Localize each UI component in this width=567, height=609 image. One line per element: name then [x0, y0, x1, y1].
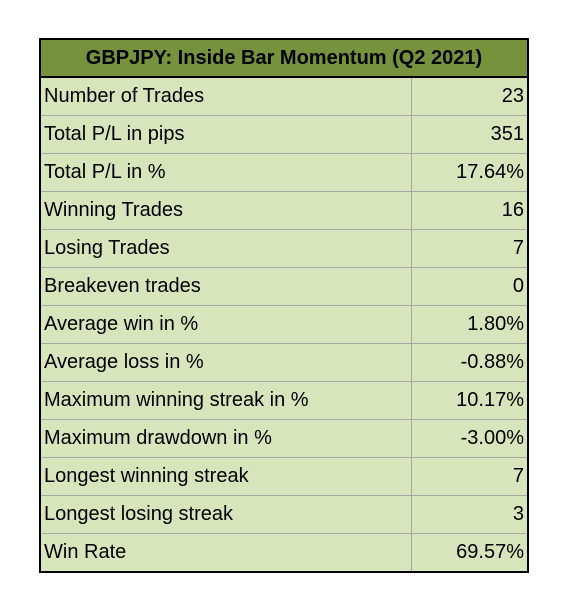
table-row: Breakeven trades 0 [39, 267, 529, 306]
row-label-win-rate: Win Rate [39, 533, 412, 573]
row-value-max-drawdown: -3.00% [410, 419, 529, 458]
table-row: Total P/L in pips 351 [39, 115, 529, 154]
stats-table: GBPJPY: Inside Bar Momentum (Q2 2021) Nu… [39, 38, 529, 573]
row-label-total-pl-percent: Total P/L in % [39, 153, 412, 192]
row-label-winning-trades: Winning Trades [39, 191, 412, 230]
table-row: Total P/L in % 17.64% [39, 153, 529, 192]
row-value-average-win: 1.80% [410, 305, 529, 344]
row-label-total-pl-pips: Total P/L in pips [39, 115, 412, 154]
row-value-max-winning-streak-percent: 10.17% [410, 381, 529, 420]
table-row: Win Rate 69.57% [39, 533, 529, 573]
row-value-average-loss: -0.88% [410, 343, 529, 382]
row-value-longest-winning-streak: 7 [410, 457, 529, 496]
row-label-longest-losing-streak: Longest losing streak [39, 495, 412, 534]
table-row: Longest winning streak 7 [39, 457, 529, 496]
table-row: Winning Trades 16 [39, 191, 529, 230]
row-label-max-winning-streak-percent: Maximum winning streak in % [39, 381, 412, 420]
row-label-average-win: Average win in % [39, 305, 412, 344]
row-value-number-of-trades: 23 [410, 76, 529, 116]
row-value-breakeven-trades: 0 [410, 267, 529, 306]
table-row: Average win in % 1.80% [39, 305, 529, 344]
row-label-losing-trades: Losing Trades [39, 229, 412, 268]
table-header-row: GBPJPY: Inside Bar Momentum (Q2 2021) [39, 38, 529, 78]
table-row: Longest losing streak 3 [39, 495, 529, 534]
row-label-breakeven-trades: Breakeven trades [39, 267, 412, 306]
table-title: GBPJPY: Inside Bar Momentum (Q2 2021) [39, 38, 529, 78]
row-label-number-of-trades: Number of Trades [39, 76, 412, 116]
row-value-losing-trades: 7 [410, 229, 529, 268]
row-value-total-pl-pips: 351 [410, 115, 529, 154]
row-label-max-drawdown: Maximum drawdown in % [39, 419, 412, 458]
row-value-longest-losing-streak: 3 [410, 495, 529, 534]
table-row: Average loss in % -0.88% [39, 343, 529, 382]
row-value-total-pl-percent: 17.64% [410, 153, 529, 192]
row-value-win-rate: 69.57% [410, 533, 529, 573]
table-row: Maximum winning streak in % 10.17% [39, 381, 529, 420]
table-row: Maximum drawdown in % -3.00% [39, 419, 529, 458]
table-row: Number of Trades 23 [39, 76, 529, 116]
row-label-average-loss: Average loss in % [39, 343, 412, 382]
table-row: Losing Trades 7 [39, 229, 529, 268]
row-label-longest-winning-streak: Longest winning streak [39, 457, 412, 496]
row-value-winning-trades: 16 [410, 191, 529, 230]
